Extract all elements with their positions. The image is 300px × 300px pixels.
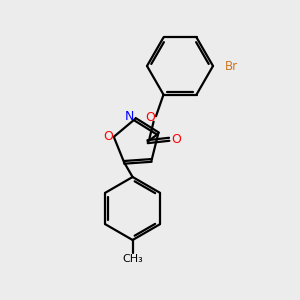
Text: O: O bbox=[146, 111, 155, 124]
Text: CH₃: CH₃ bbox=[122, 254, 143, 264]
Text: N: N bbox=[125, 110, 134, 123]
Text: Br: Br bbox=[224, 59, 238, 73]
Text: O: O bbox=[103, 130, 113, 143]
Text: O: O bbox=[171, 133, 181, 146]
